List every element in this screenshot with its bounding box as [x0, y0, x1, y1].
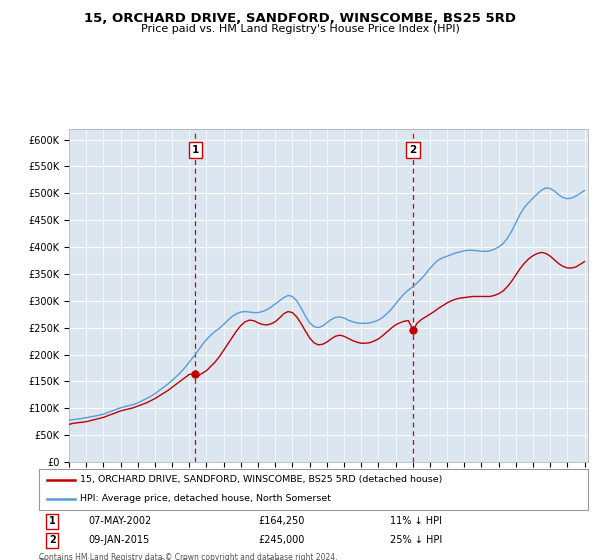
Text: HPI: Average price, detached house, North Somerset: HPI: Average price, detached house, Nort…: [80, 494, 331, 503]
Text: 15, ORCHARD DRIVE, SANDFORD, WINSCOMBE, BS25 5RD (detached house): 15, ORCHARD DRIVE, SANDFORD, WINSCOMBE, …: [80, 475, 443, 484]
Text: 09-JAN-2015: 09-JAN-2015: [88, 535, 149, 545]
FancyBboxPatch shape: [39, 469, 588, 510]
Text: 1: 1: [192, 145, 199, 155]
Text: 11% ↓ HPI: 11% ↓ HPI: [391, 516, 442, 526]
Text: Contains HM Land Registry data © Crown copyright and database right 2024.: Contains HM Land Registry data © Crown c…: [39, 553, 337, 560]
Text: £245,000: £245,000: [259, 535, 305, 545]
Text: This data is licensed under the Open Government Licence v3.0.: This data is licensed under the Open Gov…: [39, 558, 283, 560]
Text: 2: 2: [49, 535, 56, 545]
Text: 07-MAY-2002: 07-MAY-2002: [88, 516, 152, 526]
Text: 1: 1: [49, 516, 56, 526]
Text: 2: 2: [410, 145, 417, 155]
Text: 15, ORCHARD DRIVE, SANDFORD, WINSCOMBE, BS25 5RD: 15, ORCHARD DRIVE, SANDFORD, WINSCOMBE, …: [84, 12, 516, 25]
Text: Price paid vs. HM Land Registry's House Price Index (HPI): Price paid vs. HM Land Registry's House …: [140, 24, 460, 34]
Text: £164,250: £164,250: [259, 516, 305, 526]
Text: 25% ↓ HPI: 25% ↓ HPI: [391, 535, 443, 545]
